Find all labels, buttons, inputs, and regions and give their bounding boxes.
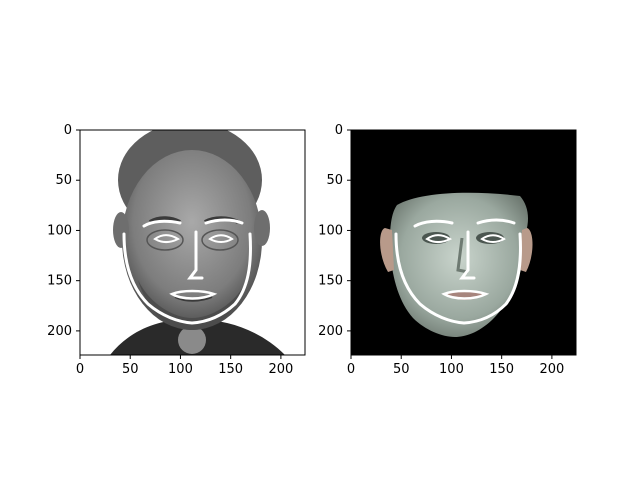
x-tick-label: 200 <box>268 362 293 377</box>
x-tick-label: 200 <box>539 362 564 377</box>
y-tick-label: 100 <box>47 223 72 238</box>
right-eye <box>208 234 234 243</box>
jaw-line <box>122 232 252 325</box>
axes-frame <box>350 129 577 356</box>
axis-ticks-left-panel: 0 50 100 150 200 0 50 100 150 200 <box>47 123 293 377</box>
landmark-overlay <box>394 218 522 325</box>
nose-line <box>187 230 204 280</box>
x-tick-label: 150 <box>489 362 514 377</box>
x-tick-label: 50 <box>122 362 139 377</box>
left-eye <box>153 234 181 243</box>
panel-grayscale-photo: 0 50 100 150 200 0 50 100 150 200 <box>47 123 306 377</box>
x-tick-label: 50 <box>393 362 410 377</box>
jaw-line <box>394 232 522 325</box>
axis-ticks-right-panel: 0 50 100 150 200 0 50 100 150 200 <box>318 123 564 377</box>
y-tick-label: 200 <box>47 324 72 339</box>
right-eyebrow <box>476 218 516 225</box>
y-tick-label: 200 <box>318 324 343 339</box>
mouth-outline <box>441 289 490 300</box>
landmark-overlay <box>122 218 252 325</box>
mouth-outline <box>169 289 218 300</box>
right-eyebrow <box>204 218 244 225</box>
left-eye <box>425 234 453 243</box>
y-tick-label: 0 <box>335 123 343 138</box>
y-tick-label: 50 <box>55 173 72 188</box>
axes-frame <box>79 129 306 356</box>
nose-line <box>459 230 476 280</box>
x-tick-label: 100 <box>168 362 193 377</box>
right-eye <box>480 234 506 243</box>
x-tick-label: 0 <box>347 362 355 377</box>
y-tick-label: 150 <box>47 274 72 289</box>
x-tick-label: 100 <box>439 362 464 377</box>
x-tick-label: 0 <box>76 362 84 377</box>
y-tick-label: 50 <box>326 173 343 188</box>
left-eyebrow <box>413 219 454 228</box>
x-tick-label: 150 <box>218 362 243 377</box>
y-tick-label: 100 <box>318 223 343 238</box>
panel-rendered-face: 0 50 100 150 200 0 50 100 150 200 <box>318 123 577 377</box>
y-tick-label: 0 <box>64 123 72 138</box>
left-eyebrow <box>142 219 182 228</box>
y-tick-label: 150 <box>318 274 343 289</box>
